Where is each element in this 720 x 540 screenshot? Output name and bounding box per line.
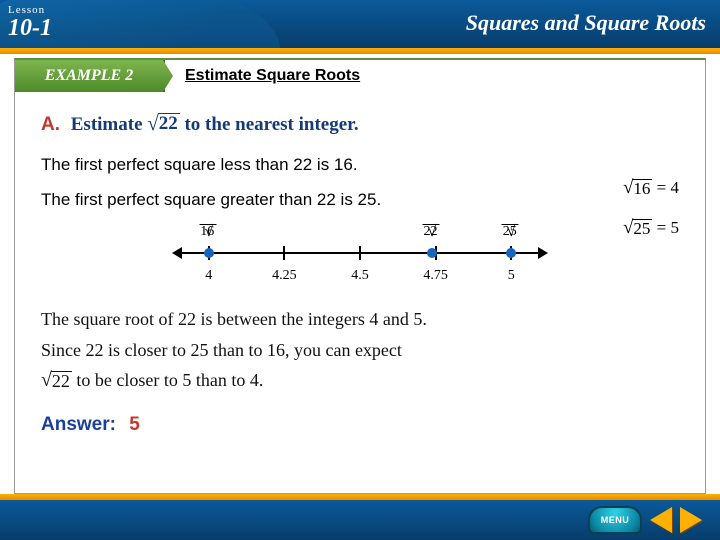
- statement-less: The first perfect square less than 22 is…: [41, 153, 687, 177]
- tick: [283, 246, 285, 260]
- triangle-right-icon: [680, 507, 702, 533]
- numberline-top-labels: √16√22√25: [180, 224, 540, 244]
- data-point: [506, 248, 516, 258]
- lesson-number: 10-1: [8, 16, 52, 40]
- prompt-radicand: 22: [158, 113, 180, 133]
- chapter-title: Squares and Square Roots: [466, 10, 706, 36]
- problem-prompt: A. Estimate √22 to the nearest integer.: [41, 112, 687, 139]
- data-point: [427, 248, 437, 258]
- explanation: The square root of 22 is between the int…: [41, 304, 679, 396]
- explanation-line2: Since 22 is closer to 25 than to 16, you…: [41, 335, 679, 366]
- menu-label: MENU: [588, 506, 642, 534]
- numberline-bottom-label: 4.75: [423, 266, 448, 286]
- example-badge: EXAMPLE 2: [15, 60, 165, 92]
- data-point: [204, 248, 214, 258]
- next-button[interactable]: [680, 507, 706, 533]
- explain-radicand: 22: [51, 371, 72, 390]
- example-header: EXAMPLE 2 Estimate Square Roots: [15, 60, 705, 92]
- statement-greater: The first perfect square greater than 22…: [41, 188, 687, 212]
- explanation-line3: √22 to be closer to 5 than to 4.: [41, 365, 679, 396]
- numberline-bottom-label: 5: [508, 266, 515, 286]
- footer-bar: MENU: [0, 500, 720, 540]
- content-panel: EXAMPLE 2 Estimate Square Roots A. Estim…: [14, 58, 706, 494]
- content-body: A. Estimate √22 to the nearest integer. …: [15, 92, 705, 451]
- numberline-bottom-label: 4.5: [351, 266, 369, 286]
- answer-value: 5: [129, 414, 140, 435]
- eq1-result: = 4: [652, 178, 679, 197]
- prompt-post: to the nearest integer.: [184, 114, 358, 135]
- sqrt-icon: √25: [623, 219, 652, 238]
- eq2-radicand: 25: [632, 219, 652, 237]
- sqrt-icon: √16: [623, 179, 652, 198]
- triangle-left-icon: [650, 507, 672, 533]
- footer-accent: [0, 494, 720, 500]
- arrow-right-icon: [538, 247, 548, 259]
- numberline-bottom-label: 4.25: [272, 266, 297, 286]
- explanation-line3-post: to be closer to 5 than to 4.: [72, 370, 263, 390]
- example-title: Estimate Square Roots: [165, 60, 705, 92]
- header-bar: Lesson 10-1 Squares and Square Roots: [0, 0, 720, 48]
- side-equation-2: √25 = 5: [623, 216, 679, 240]
- slide: Lesson 10-1 Squares and Square Roots EXA…: [0, 0, 720, 540]
- sqrt-icon: √22: [41, 371, 72, 391]
- explanation-line1: The square root of 22 is between the int…: [41, 304, 679, 335]
- side-equation-1: √16 = 4: [623, 176, 679, 200]
- prompt-letter: A.: [41, 114, 60, 135]
- tick: [359, 246, 361, 260]
- answer-label: Answer:: [41, 414, 116, 435]
- answer: Answer: 5: [41, 412, 687, 439]
- sqrt-icon: √22: [147, 113, 179, 134]
- menu-button[interactable]: MENU: [588, 506, 642, 534]
- number-line: √16√22√25 4 4.25 4.5 4.75 5: [180, 224, 540, 294]
- lesson-badge: Lesson 10-1: [8, 4, 52, 40]
- eq1-radicand: 16: [632, 179, 652, 197]
- prompt-pre: Estimate: [71, 114, 148, 135]
- arrow-left-icon: [172, 247, 182, 259]
- header-accent: [0, 48, 720, 54]
- numberline-bottom-label: 4: [205, 266, 212, 286]
- prev-button[interactable]: [650, 507, 676, 533]
- eq2-result: = 5: [652, 218, 679, 237]
